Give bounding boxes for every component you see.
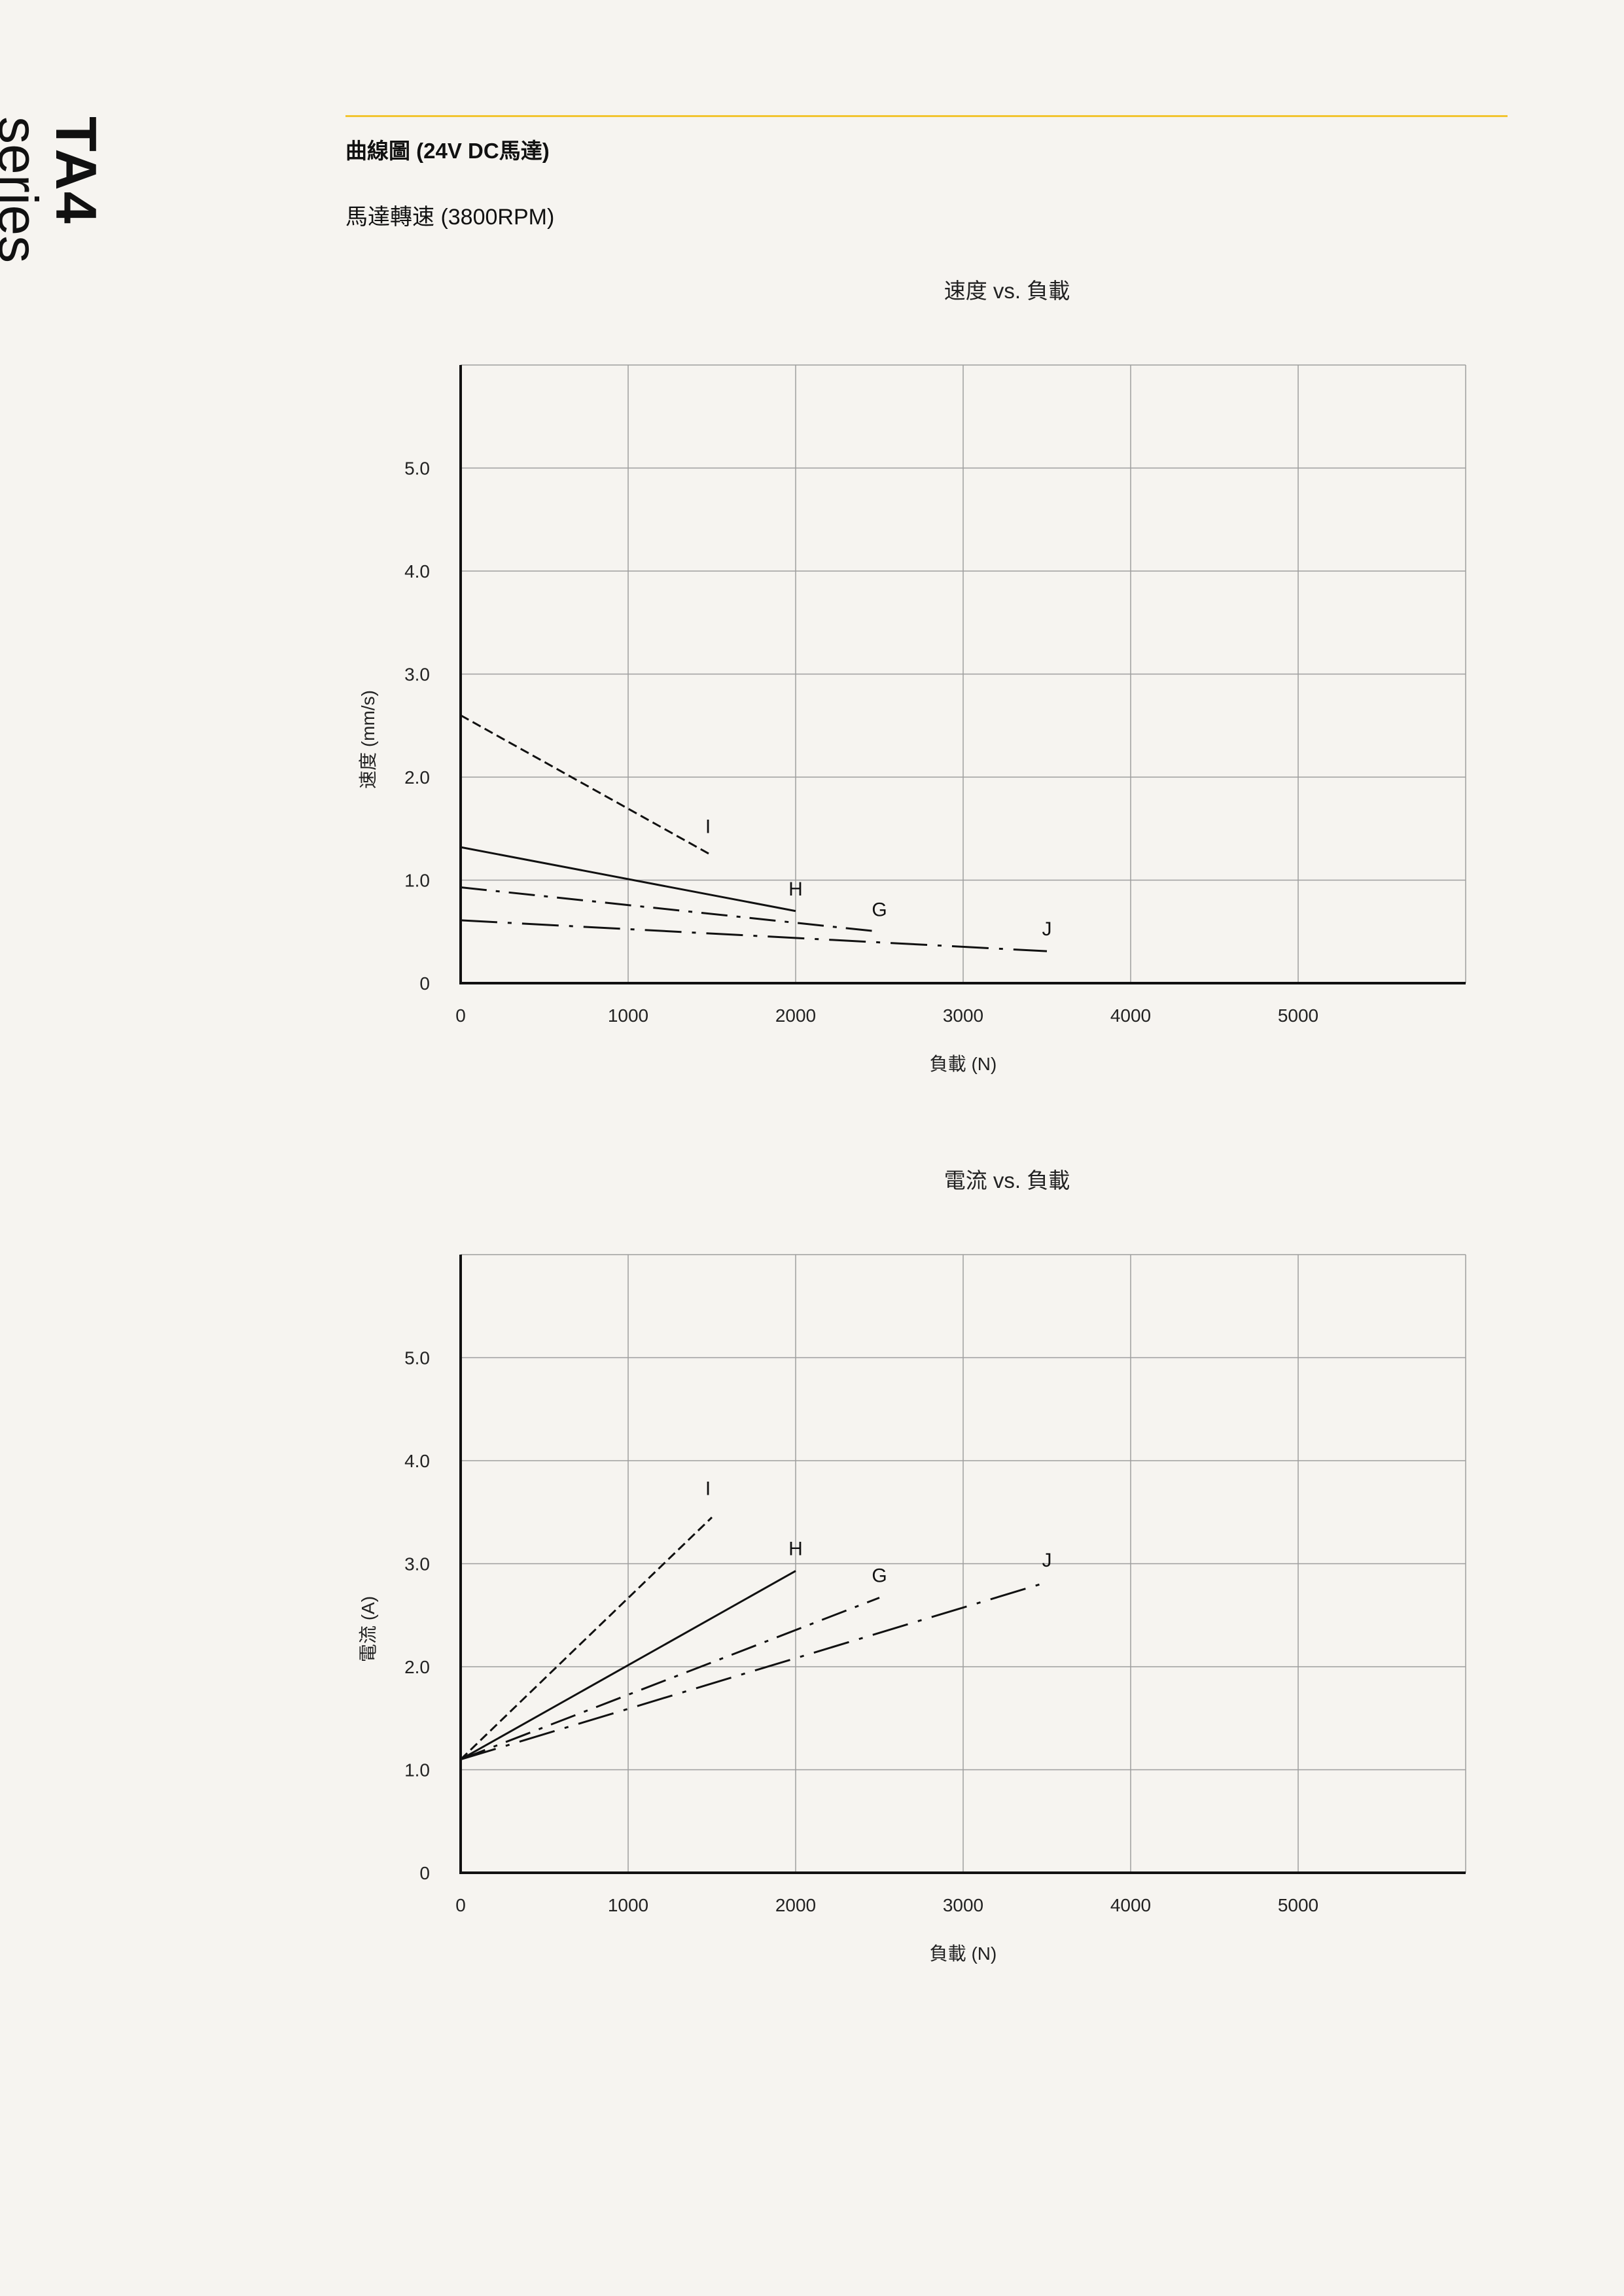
series-line-i bbox=[459, 1516, 713, 1760]
series-tag-j: J bbox=[1042, 1550, 1052, 1571]
x-axis-label: 負載 (N) bbox=[930, 1943, 997, 1964]
x-tick-label: 2000 bbox=[775, 1005, 816, 1026]
x-tick-label: 2000 bbox=[775, 1895, 816, 1915]
model-name: TA4 bbox=[44, 116, 109, 225]
series-word: series bbox=[0, 116, 49, 264]
y-tick-label: 5.0 bbox=[404, 459, 430, 479]
series-label: TA4 series bbox=[0, 116, 109, 264]
x-tick-label: 4000 bbox=[1110, 1005, 1151, 1026]
series-line-g bbox=[460, 1597, 880, 1761]
series-line-h bbox=[460, 1570, 796, 1761]
y-axis-label: 電流 (A) bbox=[358, 1596, 378, 1662]
series-tag-g: G bbox=[872, 899, 887, 920]
x-tick-label: 0 bbox=[455, 1895, 466, 1915]
y-tick-label: 3.0 bbox=[404, 665, 430, 685]
speed-vs-load-chart: 速度 vs. 負載 0 1000 2000 3000 4000 5000 0 1.0 2.0 3.0… bbox=[358, 279, 1466, 1074]
x-axis-label: 負載 (N) bbox=[930, 1054, 997, 1074]
x-tick-label: 3000 bbox=[943, 1005, 983, 1026]
y-tick-label: 1.0 bbox=[404, 1760, 430, 1781]
y-tick-label: 4.0 bbox=[404, 1451, 430, 1471]
series-tag-g: G bbox=[872, 1565, 887, 1586]
y-tick-label: 5.0 bbox=[404, 1348, 430, 1368]
series-tag-j: J bbox=[1042, 918, 1052, 940]
series-line-h bbox=[460, 846, 796, 913]
x-tick-label: 0 bbox=[455, 1005, 466, 1026]
y-tick-label: 4.0 bbox=[404, 561, 430, 582]
page-heading: 曲線圖 (24V DC馬達) bbox=[345, 139, 550, 163]
series-tag-h: H bbox=[788, 1539, 803, 1560]
y-tick-label: 0 bbox=[419, 1863, 430, 1883]
y-axis-label: 速度 (mm/s) bbox=[358, 690, 378, 789]
series-tag-i: I bbox=[705, 816, 711, 838]
x-tick-label: 4000 bbox=[1110, 1895, 1151, 1915]
current-vs-load-chart: 電流 vs. 負載 0 1000 2000 3000 4000 5000 0 1.0 2.0 3.0… bbox=[358, 1168, 1466, 1964]
series-line-i bbox=[460, 714, 713, 857]
series-tag-h: H bbox=[788, 878, 803, 900]
series-line-j bbox=[460, 919, 1048, 952]
x-tick-label: 5000 bbox=[1278, 1005, 1318, 1026]
series-line-j bbox=[460, 1581, 1048, 1761]
y-tick-label: 2.0 bbox=[404, 1657, 430, 1677]
x-tick-label: 1000 bbox=[608, 1005, 648, 1026]
accent-rule bbox=[345, 115, 1508, 117]
series-tag-i: I bbox=[705, 1478, 711, 1500]
y-tick-label: 1.0 bbox=[404, 871, 430, 891]
x-tick-label: 1000 bbox=[608, 1895, 648, 1915]
series-line-g bbox=[460, 886, 880, 933]
chart-title: 速度 vs. 負載 bbox=[944, 279, 1070, 303]
y-tick-label: 3.0 bbox=[404, 1554, 430, 1574]
chart-title: 電流 vs. 負載 bbox=[944, 1168, 1070, 1192]
x-tick-label: 3000 bbox=[943, 1895, 983, 1915]
y-tick-label: 0 bbox=[419, 973, 430, 994]
page-subheading: 馬達轉速 (3800RPM) bbox=[345, 205, 555, 230]
x-tick-label: 5000 bbox=[1278, 1895, 1318, 1915]
y-tick-label: 2.0 bbox=[404, 767, 430, 788]
